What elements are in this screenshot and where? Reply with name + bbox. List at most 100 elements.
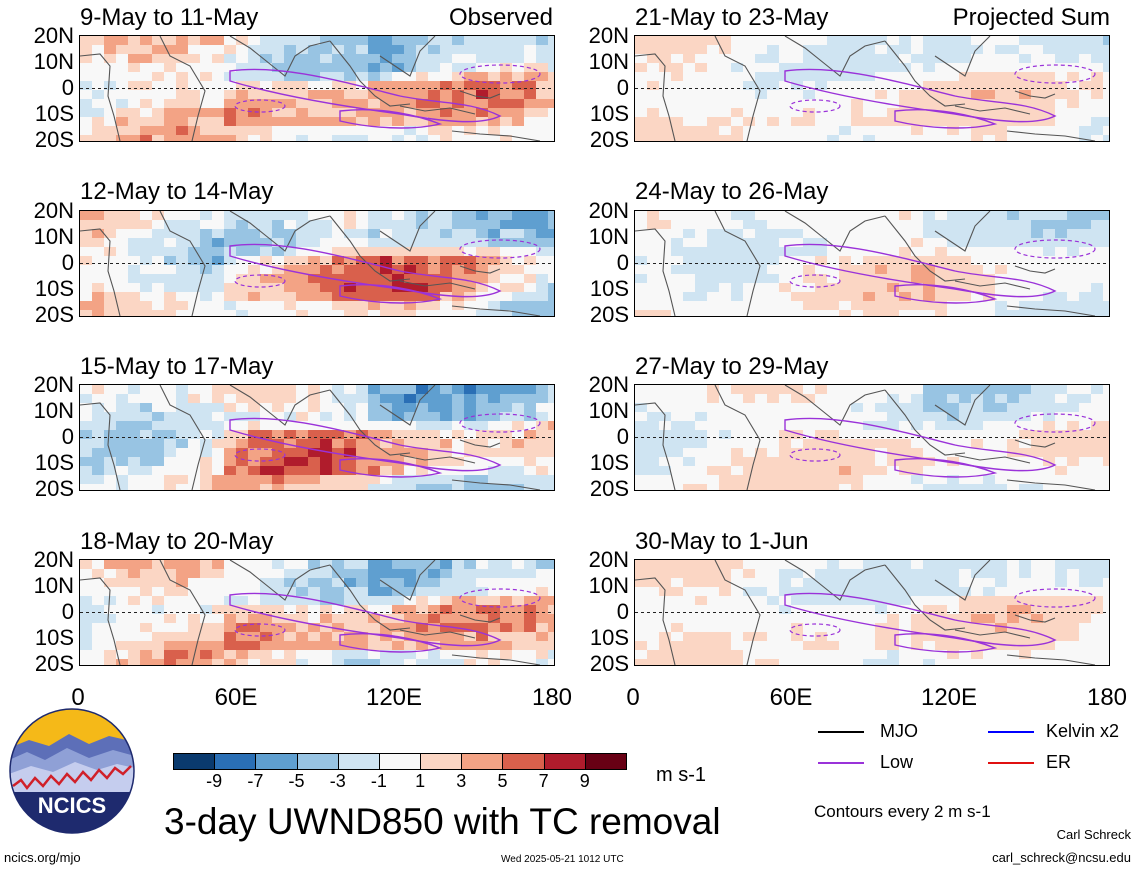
anomaly-cell xyxy=(707,457,720,467)
anomaly-cell xyxy=(827,135,840,141)
anomaly-cell xyxy=(719,220,732,230)
anomaly-cell xyxy=(947,466,960,476)
anomaly-cell xyxy=(368,283,381,293)
anomaly-cell xyxy=(356,596,369,606)
anomaly-cell xyxy=(92,63,105,73)
anomaly-cell xyxy=(1031,310,1044,316)
anomaly-cell xyxy=(236,211,249,221)
anomaly-cell xyxy=(803,578,816,588)
anomaly-cell xyxy=(659,283,672,293)
anomaly-cell xyxy=(959,394,972,404)
anomaly-cell xyxy=(755,650,768,660)
anomaly-cell xyxy=(875,126,888,136)
anomaly-cell xyxy=(851,484,864,490)
anomaly-cell xyxy=(212,614,225,624)
anomaly-cell xyxy=(887,229,900,239)
anomaly-cell xyxy=(548,220,554,230)
anomaly-cell xyxy=(899,632,912,642)
anomaly-cell xyxy=(911,36,924,46)
anomaly-cell xyxy=(767,220,780,230)
anomaly-cell xyxy=(80,283,93,293)
anomaly-cell xyxy=(548,99,554,109)
anomaly-cell xyxy=(320,265,333,275)
anomaly-cell xyxy=(224,385,237,395)
anomaly-cell xyxy=(791,650,804,660)
anomaly-cell xyxy=(140,292,153,302)
anomaly-cell xyxy=(1067,385,1080,395)
anomaly-cell xyxy=(224,265,237,275)
anomaly-cell xyxy=(236,220,249,230)
anomaly-cell xyxy=(524,220,537,230)
anomaly-cell xyxy=(935,412,948,422)
anomaly-cell xyxy=(476,81,489,91)
anomaly-cell xyxy=(500,659,513,665)
anomaly-cell xyxy=(548,587,554,597)
anomaly-cell xyxy=(380,569,393,579)
anomaly-cell xyxy=(116,385,129,395)
anomaly-cell xyxy=(524,605,537,615)
anomaly-cell xyxy=(743,99,756,109)
anomaly-cell xyxy=(1055,211,1068,221)
anomaly-cell xyxy=(428,484,441,490)
anomaly-cell xyxy=(947,310,960,316)
anomaly-cell xyxy=(524,614,537,624)
anomaly-cell xyxy=(695,412,708,422)
anomaly-cell xyxy=(500,466,513,476)
anomaly-cell xyxy=(380,457,393,467)
anomaly-cell xyxy=(863,412,876,422)
anomaly-cell xyxy=(368,659,381,665)
anomaly-cell xyxy=(1055,99,1068,109)
anomaly-cell xyxy=(164,439,177,449)
anomaly-cell xyxy=(104,457,117,467)
anomaly-cell xyxy=(200,54,213,64)
anomaly-cell xyxy=(731,466,744,476)
anomaly-cell xyxy=(1079,81,1092,91)
anomaly-cell xyxy=(176,659,189,665)
anomaly-cell xyxy=(887,90,900,100)
anomaly-cell xyxy=(827,569,840,579)
anomaly-cell xyxy=(827,578,840,588)
anomaly-cell xyxy=(695,135,708,141)
anomaly-cell xyxy=(416,238,429,248)
anomaly-cell xyxy=(452,650,465,660)
anomaly-cell xyxy=(200,99,213,109)
anomaly-cell xyxy=(188,99,201,109)
anomaly-cell xyxy=(767,659,780,665)
lat-tick-label: 0 xyxy=(61,250,74,275)
anomaly-cell xyxy=(308,238,321,248)
anomaly-cell xyxy=(164,72,177,82)
anomaly-cell xyxy=(647,412,660,422)
anomaly-cell xyxy=(464,247,477,257)
anomaly-cell xyxy=(743,430,756,440)
anomaly-cell xyxy=(356,220,369,230)
anomaly-cell xyxy=(647,108,660,118)
anomaly-cell xyxy=(476,412,489,422)
anomaly-cell xyxy=(767,385,780,395)
anomaly-cell xyxy=(512,394,525,404)
anomaly-cell xyxy=(911,310,924,316)
anomaly-cell xyxy=(959,385,972,395)
anomaly-cell xyxy=(743,117,756,127)
anomaly-cell xyxy=(392,466,405,476)
anomaly-cell xyxy=(755,126,768,136)
anomaly-cell xyxy=(260,211,273,221)
anomaly-cell xyxy=(683,283,696,293)
anomaly-cell xyxy=(320,36,333,46)
anomaly-cell xyxy=(200,439,213,449)
anomaly-cell xyxy=(212,117,225,127)
anomaly-cell xyxy=(983,283,996,293)
anomaly-cell xyxy=(1019,421,1032,431)
anomaly-cell xyxy=(392,211,405,221)
anomaly-cell xyxy=(851,283,864,293)
anomaly-cell xyxy=(647,265,660,275)
anomaly-cell xyxy=(1043,421,1056,431)
anomaly-cell xyxy=(995,126,1008,136)
anomaly-cell xyxy=(1031,421,1044,431)
anomaly-cell xyxy=(755,403,768,413)
anomaly-cell xyxy=(767,439,780,449)
anomaly-cell xyxy=(851,211,864,221)
anomaly-cell xyxy=(188,211,201,221)
anomaly-cell xyxy=(959,587,972,597)
anomaly-cell xyxy=(839,632,852,642)
anomaly-cell xyxy=(923,650,936,660)
